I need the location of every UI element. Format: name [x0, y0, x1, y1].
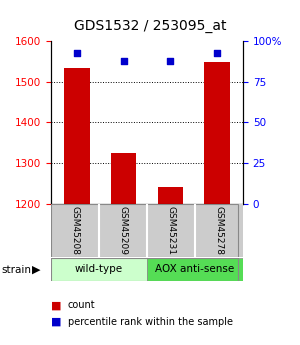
- Text: ■: ■: [51, 317, 62, 326]
- Bar: [158, 187, 183, 204]
- Text: strain: strain: [2, 265, 31, 275]
- Text: wild-type: wild-type: [75, 265, 123, 274]
- Point: [121, 58, 126, 63]
- Text: GSM45231: GSM45231: [167, 206, 176, 255]
- Text: ▶: ▶: [32, 265, 40, 275]
- Bar: [147, 204, 195, 257]
- Point: [215, 50, 220, 56]
- Bar: [99, 204, 147, 257]
- Text: GDS1532 / 253095_at: GDS1532 / 253095_at: [74, 19, 226, 33]
- Bar: [51, 204, 99, 257]
- Bar: [147, 258, 243, 281]
- Point: [74, 50, 79, 56]
- Point: [168, 58, 173, 63]
- Text: GSM45209: GSM45209: [118, 206, 127, 255]
- Text: ■: ■: [51, 300, 62, 310]
- Bar: [195, 204, 243, 257]
- Bar: [64, 68, 90, 204]
- Bar: [51, 258, 147, 281]
- Text: count: count: [68, 300, 95, 310]
- Bar: [204, 62, 230, 204]
- Text: AOX anti-sense: AOX anti-sense: [155, 265, 235, 274]
- Text: percentile rank within the sample: percentile rank within the sample: [68, 317, 232, 326]
- Text: GSM45208: GSM45208: [70, 206, 80, 255]
- Text: GSM45278: GSM45278: [214, 206, 224, 255]
- Bar: [111, 153, 136, 204]
